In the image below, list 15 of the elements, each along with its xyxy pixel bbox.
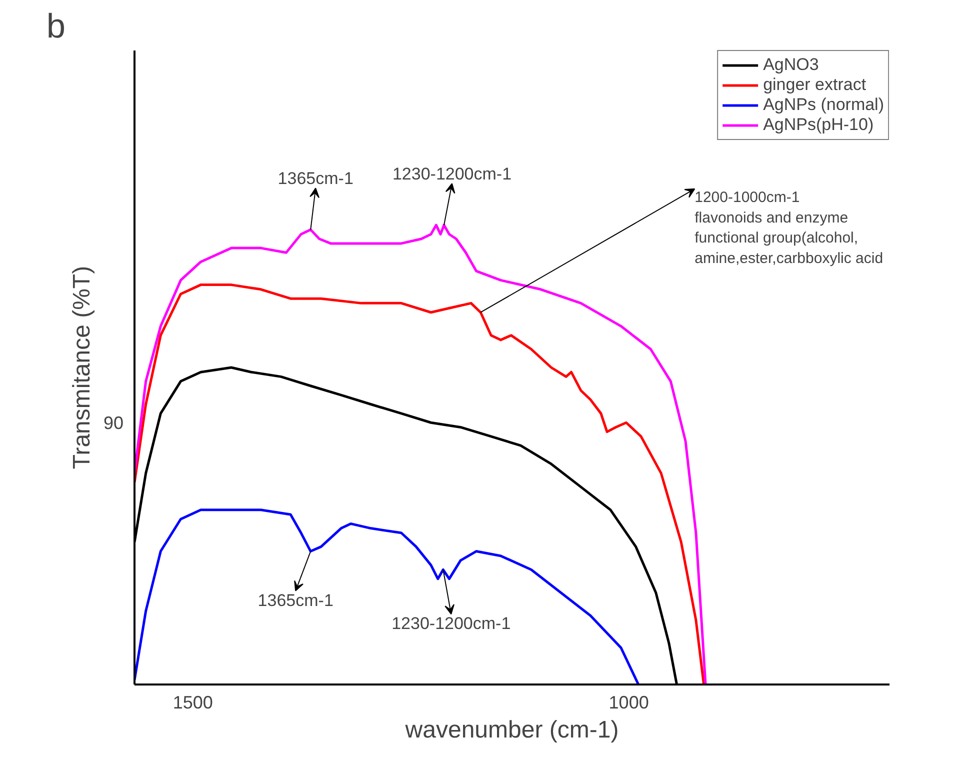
- annotation: 1365cm-1: [258, 590, 334, 610]
- annotation: 1365cm-1: [278, 169, 354, 188]
- legend-label: AgNO3: [763, 55, 819, 75]
- x-tick-label: 1500: [172, 692, 213, 712]
- x-axis-title: wavenumber (cm-1): [404, 716, 619, 744]
- text: 90: [103, 413, 124, 434]
- annotation: 1230-1200cm-1: [392, 614, 511, 634]
- annotation: 1230-1200cm-1: [392, 164, 512, 184]
- x-tick-label: 1000: [608, 692, 649, 712]
- legend-label: AgNPs(pH-10): [763, 115, 874, 135]
- annotation: 1200-1000cm-1 flavonoids and enzyme functional group(alcohol, amine,ester,carbboxylic acid: [694, 188, 884, 268]
- y-axis-title: Transmitance (%T): [68, 266, 96, 470]
- text: b: [46, 8, 66, 46]
- legend-label: ginger extract: [763, 75, 866, 95]
- legend-label: AgNPs (normal): [763, 95, 884, 115]
